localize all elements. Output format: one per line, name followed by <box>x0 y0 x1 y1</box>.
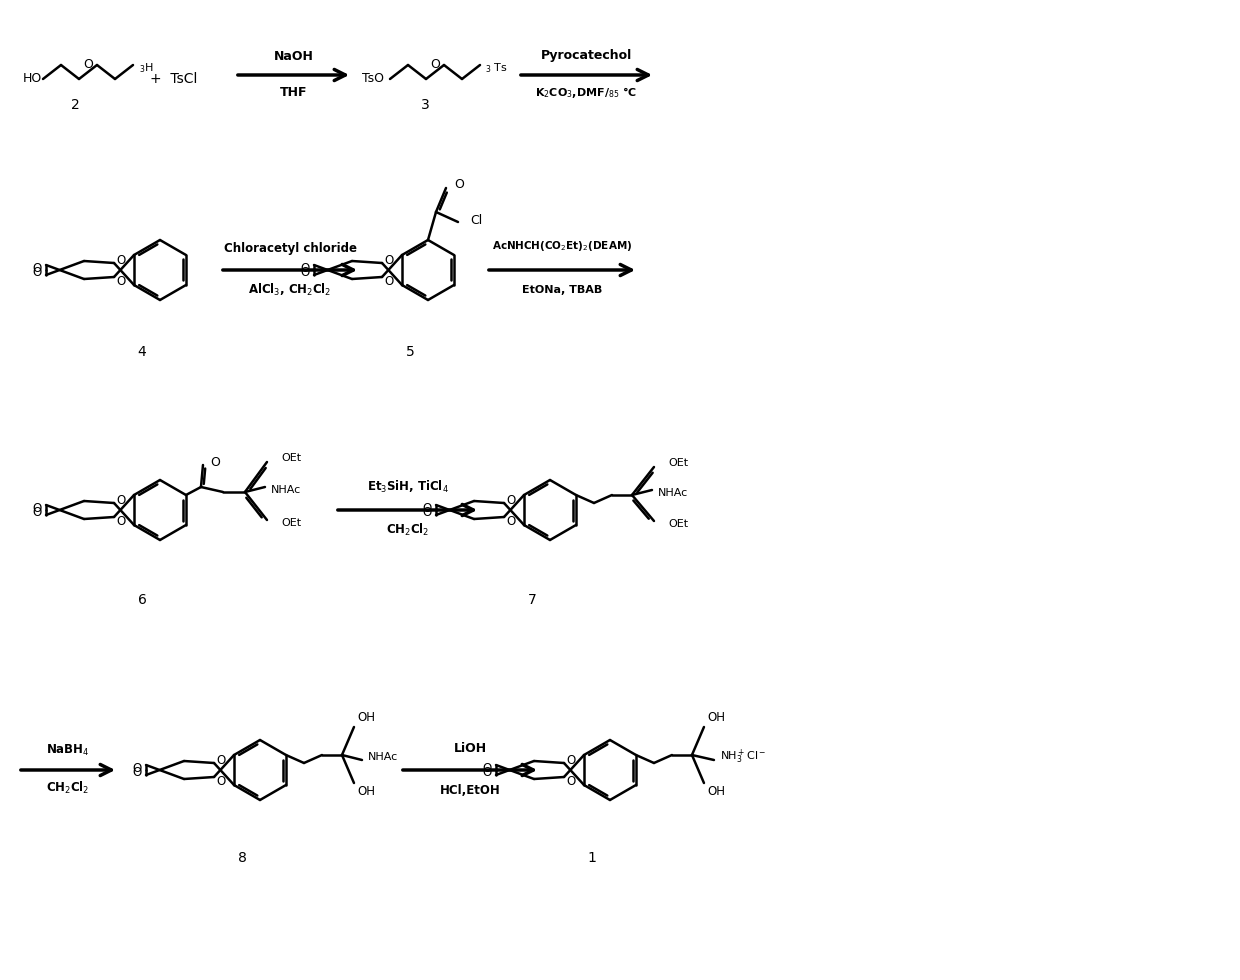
Text: CH$_2$Cl$_2$: CH$_2$Cl$_2$ <box>386 522 429 538</box>
Text: $_3$H: $_3$H <box>139 61 154 74</box>
Text: LiOH: LiOH <box>454 742 486 755</box>
Text: O: O <box>133 765 141 778</box>
Text: THF: THF <box>280 86 308 100</box>
Text: Chloracetyl chloride: Chloracetyl chloride <box>223 241 357 255</box>
Text: O: O <box>300 266 310 278</box>
Text: Cl: Cl <box>470 214 482 226</box>
Text: 2: 2 <box>71 98 79 112</box>
Text: OEt: OEt <box>281 453 301 463</box>
Text: O: O <box>117 274 125 287</box>
Text: O: O <box>567 754 575 766</box>
Text: OEt: OEt <box>668 458 688 468</box>
Text: AcNHCH(CO$_2$Et)$_2$(DEAM): AcNHCH(CO$_2$Et)$_2$(DEAM) <box>492 239 632 253</box>
Text: O: O <box>217 774 226 788</box>
Text: O: O <box>430 59 440 72</box>
Text: 3: 3 <box>420 98 429 112</box>
Text: O: O <box>117 514 125 527</box>
Text: O: O <box>210 456 219 468</box>
Text: O: O <box>117 254 125 267</box>
Text: O: O <box>117 494 125 507</box>
Text: O: O <box>83 59 93 72</box>
Text: Pyrocatechol: Pyrocatechol <box>541 48 632 62</box>
Text: HO: HO <box>24 73 42 85</box>
Text: +  TsCl: + TsCl <box>150 72 197 86</box>
Text: 6: 6 <box>138 593 146 607</box>
Text: OH: OH <box>357 710 374 723</box>
Text: HCl,EtOH: HCl,EtOH <box>440 783 501 797</box>
Text: O: O <box>32 262 42 274</box>
Text: O: O <box>423 502 432 514</box>
Text: OEt: OEt <box>281 518 301 528</box>
Text: Et$_3$SiH, TiCl$_4$: Et$_3$SiH, TiCl$_4$ <box>367 479 449 495</box>
Text: OH: OH <box>707 785 725 798</box>
Text: NHAc: NHAc <box>658 488 688 498</box>
Text: O: O <box>32 506 42 518</box>
Text: NaBH$_4$: NaBH$_4$ <box>46 743 89 758</box>
Text: $_3$ Ts: $_3$ Ts <box>485 61 508 74</box>
Text: NH$_3^+$Cl$^-$: NH$_3^+$Cl$^-$ <box>720 748 766 766</box>
Text: 1: 1 <box>588 851 596 865</box>
Text: O: O <box>133 761 141 774</box>
Text: O: O <box>300 262 310 274</box>
Text: O: O <box>567 774 575 788</box>
Text: 8: 8 <box>238 851 247 865</box>
Text: O: O <box>506 494 516 507</box>
Text: O: O <box>506 514 516 527</box>
Text: EtONa, TBAB: EtONa, TBAB <box>522 285 603 295</box>
Text: OH: OH <box>707 710 725 723</box>
Text: OEt: OEt <box>668 519 688 529</box>
Text: NaOH: NaOH <box>274 51 314 64</box>
Text: TsO: TsO <box>362 73 384 85</box>
Text: O: O <box>384 254 393 267</box>
Text: O: O <box>482 765 491 778</box>
Text: O: O <box>482 761 491 774</box>
Text: AlCl$_3$, CH$_2$Cl$_2$: AlCl$_3$, CH$_2$Cl$_2$ <box>248 282 332 298</box>
Text: O: O <box>217 754 226 766</box>
Text: O: O <box>32 502 42 514</box>
Text: NHAc: NHAc <box>272 485 301 495</box>
Text: 7: 7 <box>528 593 537 607</box>
Text: CH$_2$Cl$_2$: CH$_2$Cl$_2$ <box>46 780 89 796</box>
Text: NHAc: NHAc <box>368 752 398 762</box>
Text: O: O <box>32 266 42 278</box>
Text: 5: 5 <box>405 345 414 359</box>
Text: K$_2$CO$_3$,DMF/$_{85}$ °C: K$_2$CO$_3$,DMF/$_{85}$ °C <box>536 85 637 101</box>
Text: O: O <box>454 178 464 191</box>
Text: O: O <box>423 506 432 518</box>
Text: O: O <box>384 274 393 287</box>
Text: 4: 4 <box>138 345 146 359</box>
Text: OH: OH <box>357 785 374 798</box>
